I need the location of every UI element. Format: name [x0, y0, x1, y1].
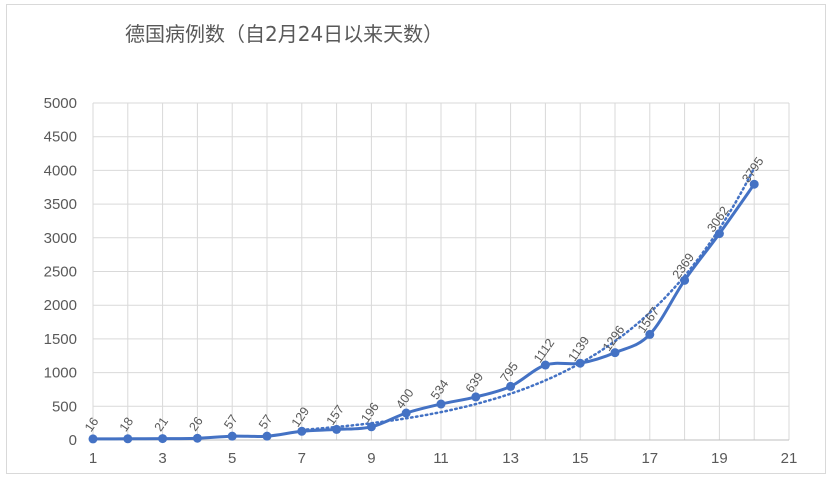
- x-tick-label: 9: [367, 450, 375, 467]
- data-point-17: [645, 329, 655, 339]
- data-point-1: [88, 434, 98, 444]
- data-point-12: [471, 392, 481, 402]
- data-point-11: [436, 399, 446, 409]
- x-tick-label: 17: [641, 450, 658, 467]
- data-label-2: 18: [117, 415, 136, 434]
- data-label-18: 2369: [670, 251, 697, 282]
- x-tick-label: 21: [781, 450, 798, 467]
- data-label-4: 26: [186, 414, 205, 433]
- data-label-17: 1567: [635, 305, 662, 336]
- x-tick-label: 11: [433, 450, 449, 467]
- data-point-16: [610, 348, 620, 358]
- data-label-5: 57: [221, 412, 240, 431]
- data-point-8: [332, 424, 342, 434]
- data-point-14: [540, 360, 550, 370]
- data-point-18: [680, 275, 690, 285]
- data-point-4: [192, 433, 202, 443]
- x-axis-ticks: 1 3 5 7 9 11 13 15 17 19 21: [89, 450, 798, 467]
- data-point-19: [714, 229, 724, 239]
- data-label-7: 129: [289, 404, 312, 429]
- data-point-2: [123, 434, 133, 444]
- x-tick-label: 19: [711, 450, 728, 467]
- exponential-trendline: [300, 166, 756, 432]
- data-label-3: 21: [152, 415, 171, 434]
- y-tick-label: 3500: [44, 196, 77, 213]
- data-label-19: 3062: [704, 204, 731, 235]
- y-axis-ticks: 0 500 1000 1500 2000 2500 3000 3500 4000 4500 5000: [44, 95, 77, 449]
- data-point-13: [506, 381, 516, 391]
- data-label-10: 400: [393, 386, 416, 411]
- y-tick-label: 1000: [44, 365, 77, 382]
- y-tick-label: 500: [52, 398, 77, 415]
- chart-frame: [6, 4, 826, 474]
- data-label-12: 639: [463, 370, 486, 395]
- data-points: [88, 179, 759, 444]
- data-point-9: [366, 422, 376, 432]
- data-label-11: 534: [428, 377, 451, 402]
- data-point-20: [749, 179, 759, 189]
- data-point-15: [575, 358, 585, 368]
- x-tick-label: 1: [89, 450, 97, 467]
- y-tick-label: 5000: [44, 95, 77, 112]
- x-tick-label: 7: [298, 450, 306, 467]
- data-point-5: [227, 431, 237, 441]
- y-tick-label: 2000: [44, 297, 77, 314]
- y-tick-label: 3000: [44, 230, 77, 247]
- chart-title: 德国病例数（自2月24日以来天数）: [125, 22, 444, 46]
- data-label-1: 16: [82, 415, 101, 434]
- data-label-6: 57: [256, 412, 275, 431]
- y-tick-label: 1500: [44, 331, 77, 348]
- y-tick-label: 0: [69, 432, 77, 449]
- y-tick-label: 4500: [44, 129, 77, 146]
- data-point-6: [262, 431, 272, 441]
- data-point-7: [297, 426, 307, 436]
- data-point-3: [158, 434, 168, 444]
- x-tick-label: 13: [502, 450, 519, 467]
- y-tick-label: 4000: [44, 162, 77, 179]
- data-label-15: 1139: [565, 334, 592, 364]
- x-tick-label: 3: [158, 450, 166, 467]
- data-label-14: 1112: [531, 336, 557, 365]
- x-tick-label: 15: [572, 450, 589, 467]
- data-point-10: [401, 408, 411, 418]
- y-tick-label: 2500: [44, 264, 77, 281]
- x-tick-label: 5: [228, 450, 236, 467]
